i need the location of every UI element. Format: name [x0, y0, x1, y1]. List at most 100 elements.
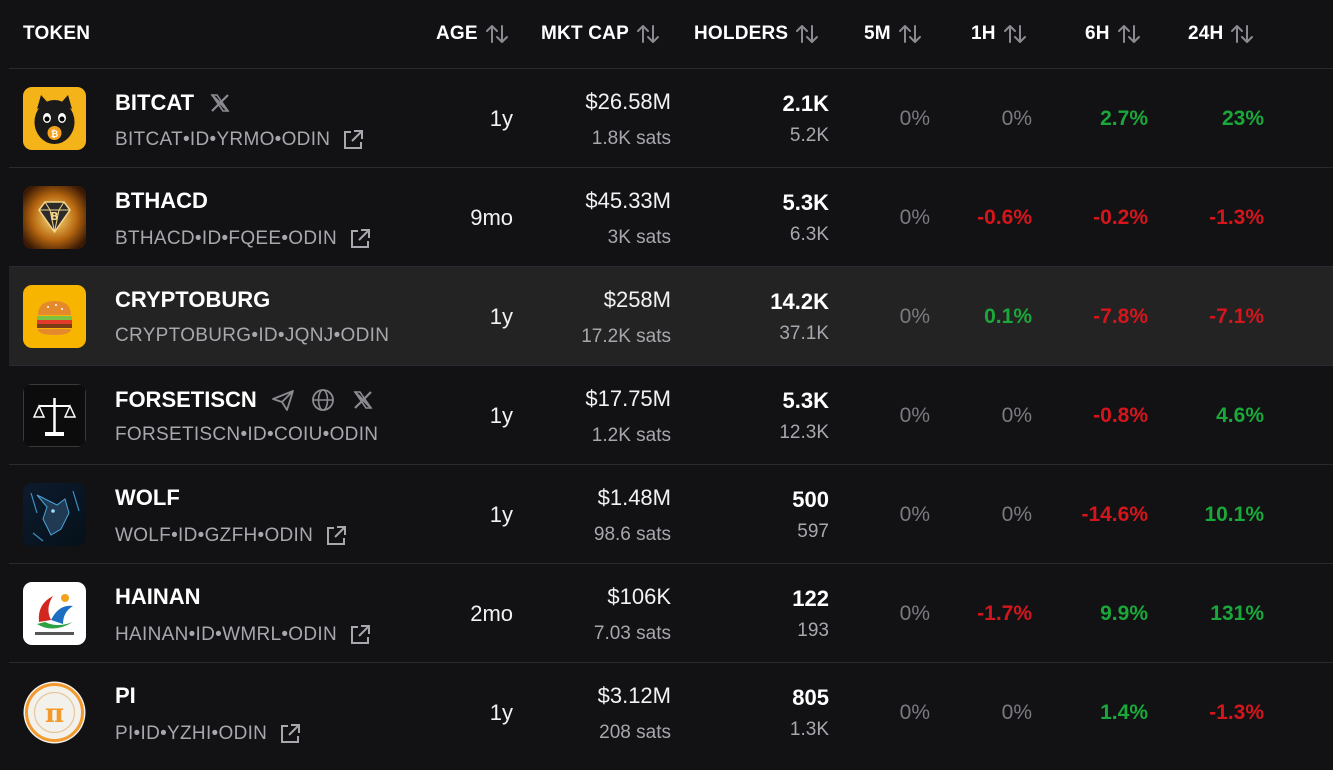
sort-icon[interactable] [484, 22, 510, 46]
token-price-sats: 1.2K sats [591, 425, 671, 446]
token-id-cell: WOLF•ID•GZFH•ODIN [115, 523, 349, 549]
external-link-icon[interactable] [347, 622, 373, 648]
telegram-icon[interactable] [269, 386, 297, 414]
table-row[interactable]: π PI PI•ID•YZHI•ODIN 1y $3.12M 208 sats … [9, 662, 1333, 761]
external-link-icon[interactable] [323, 523, 349, 549]
token-name[interactable]: CRYPTOBURG [115, 287, 271, 312]
token-price-sats: 208 sats [599, 722, 671, 743]
token-holders: 805 [792, 685, 829, 710]
token-id: BTHACD•ID•FQEE•ODIN [115, 228, 338, 249]
table-row[interactable]: FORSETISCN FORSETISCN•ID•COIU•ODIN 1y $1… [9, 365, 1333, 464]
column-header-24h[interactable]: 24H [1188, 22, 1255, 46]
column-header-mktcap-label: MKT CAP [541, 23, 629, 44]
change-24h: -1.3% [1209, 701, 1264, 724]
token-id: PI•ID•YZHI•ODIN [115, 723, 268, 744]
svg-text:₿: ₿ [51, 129, 58, 140]
external-link-icon[interactable] [277, 721, 303, 747]
token-holders-secondary: 193 [797, 620, 829, 641]
token-mktcap: $106K [607, 584, 671, 609]
token-holders: 5.3K [782, 190, 829, 215]
change-6h: 9.9% [1100, 602, 1148, 625]
change-1h: -0.6% [977, 206, 1032, 229]
token-age: 2mo [470, 601, 513, 626]
sort-icon[interactable] [1229, 22, 1255, 46]
token-age: 9mo [470, 205, 513, 230]
x-icon[interactable] [206, 89, 234, 117]
column-header-5m-label: 5M [864, 23, 891, 44]
change-24h: 4.6% [1216, 404, 1264, 427]
token-price-sats: 17.2K sats [581, 326, 671, 347]
token-name[interactable]: PI [115, 683, 136, 708]
column-header-6h[interactable]: 6H [1085, 22, 1142, 46]
token-logo-hainan [23, 582, 86, 645]
sort-icon[interactable] [897, 22, 923, 46]
column-header-holders[interactable]: HOLDERS [694, 22, 820, 46]
token-price-sats: 1.8K sats [591, 128, 671, 149]
change-5m: 0% [899, 305, 930, 328]
table-row[interactable]: ₿ BITCAT BITCAT•ID•YRMO•ODIN 1y $26.58M … [9, 68, 1333, 167]
token-logo-pi: π [23, 681, 86, 744]
token-name-cell: CRYPTOBURG [115, 287, 270, 313]
sort-icon[interactable] [794, 22, 820, 46]
token-age: 1y [489, 304, 513, 329]
token-id: CRYPTOBURG•ID•JQNJ•ODIN [115, 325, 390, 346]
column-header-mktcap[interactable]: MKT CAP [541, 22, 661, 46]
token-name[interactable]: BTHACD [115, 188, 208, 213]
change-6h: -14.6% [1081, 503, 1148, 526]
token-holders-secondary: 5.2K [789, 125, 829, 146]
column-header-5m[interactable]: 5M [864, 22, 923, 46]
change-6h: 2.7% [1100, 107, 1148, 130]
column-header-1h-label: 1H [971, 23, 996, 44]
table-row[interactable]: HAINAN HAINAN•ID•WMRL•ODIN 2mo $106K 7.0… [9, 563, 1333, 662]
token-holders: 122 [792, 586, 829, 611]
token-age: 1y [489, 403, 513, 428]
token-logo-forsetiscn [23, 384, 86, 447]
token-mktcap: $45.33M [585, 188, 671, 213]
column-header-age[interactable]: AGE [436, 22, 510, 46]
change-1h: -1.7% [977, 602, 1032, 625]
svg-text:B: B [50, 210, 58, 223]
token-price-sats: 7.03 sats [593, 623, 671, 644]
token-holders: 14.2K [770, 289, 829, 314]
token-mktcap: $17.75M [585, 386, 671, 411]
external-link-icon[interactable] [347, 226, 373, 252]
x-icon[interactable] [349, 386, 377, 414]
token-id-cell: BITCAT•ID•YRMO•ODIN [115, 127, 366, 153]
token-holders: 5.3K [782, 388, 829, 413]
change-1h: 0% [1001, 404, 1032, 427]
column-header-holders-label: HOLDERS [694, 23, 789, 44]
token-id-cell: CRYPTOBURG•ID•JQNJ•ODIN [115, 325, 389, 347]
token-mktcap: $258M [603, 287, 671, 312]
token-holders-secondary: 1.3K [789, 719, 829, 740]
column-header-token-label: TOKEN [23, 23, 91, 44]
sort-icon[interactable] [1116, 22, 1142, 46]
change-24h: 10.1% [1204, 503, 1264, 526]
token-logo-bthacd: B [23, 186, 86, 249]
token-name-cell: BTHACD [115, 188, 208, 214]
change-1h: 0% [1001, 701, 1032, 724]
column-header-1h[interactable]: 1H [971, 22, 1028, 46]
sort-icon[interactable] [1002, 22, 1028, 46]
globe-icon[interactable] [309, 386, 337, 414]
change-5m: 0% [899, 701, 930, 724]
token-name-cell: HAINAN [115, 584, 201, 610]
token-name[interactable]: HAINAN [115, 584, 201, 609]
token-name-cell: WOLF [115, 485, 180, 511]
external-link-icon[interactable] [340, 127, 366, 153]
table-row[interactable]: WOLF WOLF•ID•GZFH•ODIN 1y $1.48M 98.6 sa… [9, 464, 1333, 563]
token-price-sats: 3K sats [607, 227, 671, 248]
token-name[interactable]: BITCAT [115, 90, 195, 115]
change-5m: 0% [899, 503, 930, 526]
svg-text:π: π [45, 699, 64, 729]
table-row[interactable]: CRYPTOBURG CRYPTOBURG•ID•JQNJ•ODIN 1y $2… [9, 266, 1333, 365]
sort-icon[interactable] [635, 22, 661, 46]
table-row[interactable]: B BTHACD BTHACD•ID•FQEE•ODIN 9mo $45.33M… [9, 167, 1333, 266]
token-holders-secondary: 37.1K [779, 323, 829, 344]
token-age: 1y [489, 700, 513, 725]
change-24h: -1.3% [1209, 206, 1264, 229]
token-mktcap: $26.58M [585, 89, 671, 114]
token-name[interactable]: FORSETISCN [115, 387, 257, 412]
token-holders-secondary: 597 [797, 521, 829, 542]
token-name[interactable]: WOLF [115, 485, 180, 510]
token-mktcap: $1.48M [597, 485, 671, 510]
